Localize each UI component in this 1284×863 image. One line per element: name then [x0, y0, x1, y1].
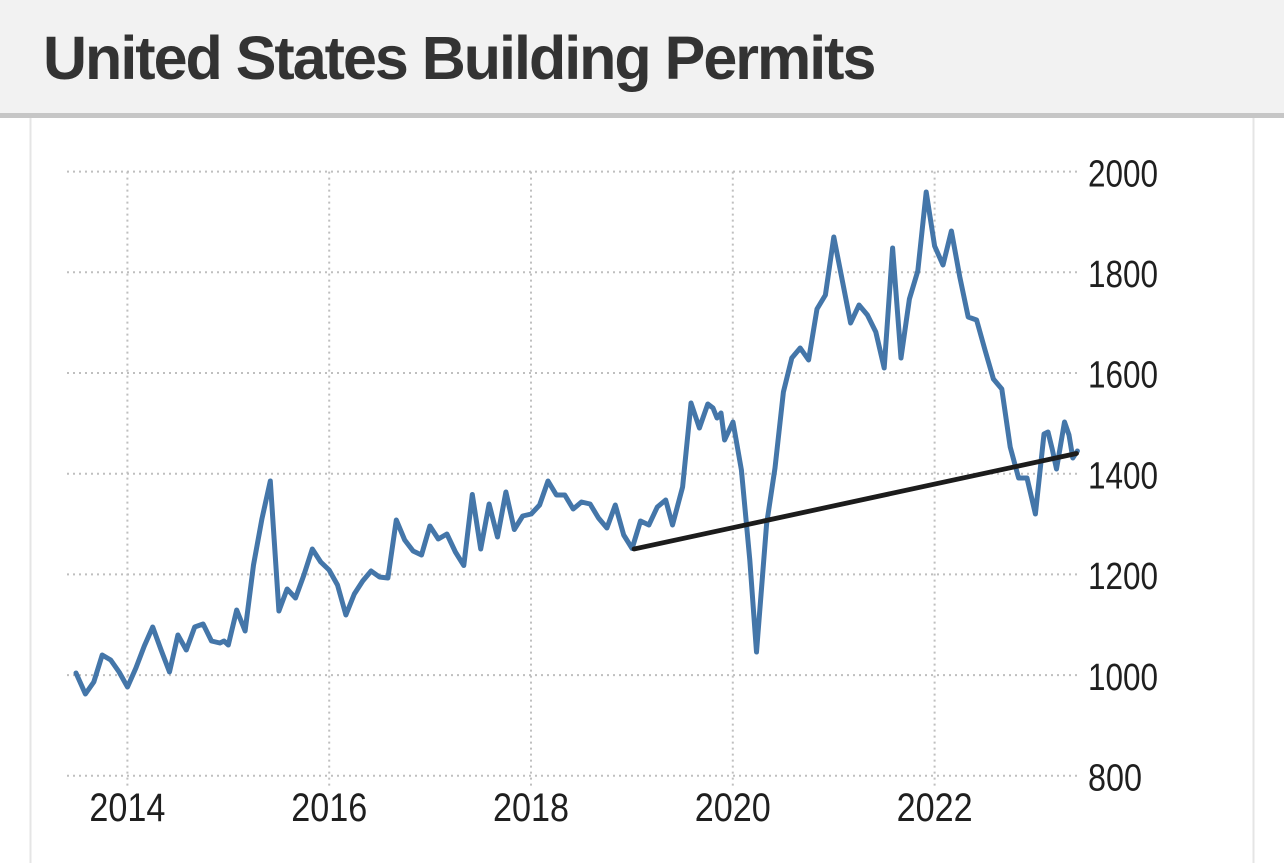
svg-text:1000: 1000 [1088, 657, 1158, 699]
svg-text:2020: 2020 [695, 786, 771, 830]
svg-text:2014: 2014 [89, 786, 165, 830]
svg-text:2000: 2000 [1088, 153, 1158, 195]
svg-text:2016: 2016 [291, 786, 367, 830]
svg-text:1800: 1800 [1088, 254, 1158, 296]
svg-text:1200: 1200 [1088, 556, 1158, 598]
svg-text:2018: 2018 [493, 786, 569, 830]
svg-text:1400: 1400 [1088, 455, 1158, 497]
svg-text:1600: 1600 [1088, 355, 1158, 397]
svg-text:2022: 2022 [897, 786, 973, 830]
svg-text:800: 800 [1088, 758, 1142, 800]
